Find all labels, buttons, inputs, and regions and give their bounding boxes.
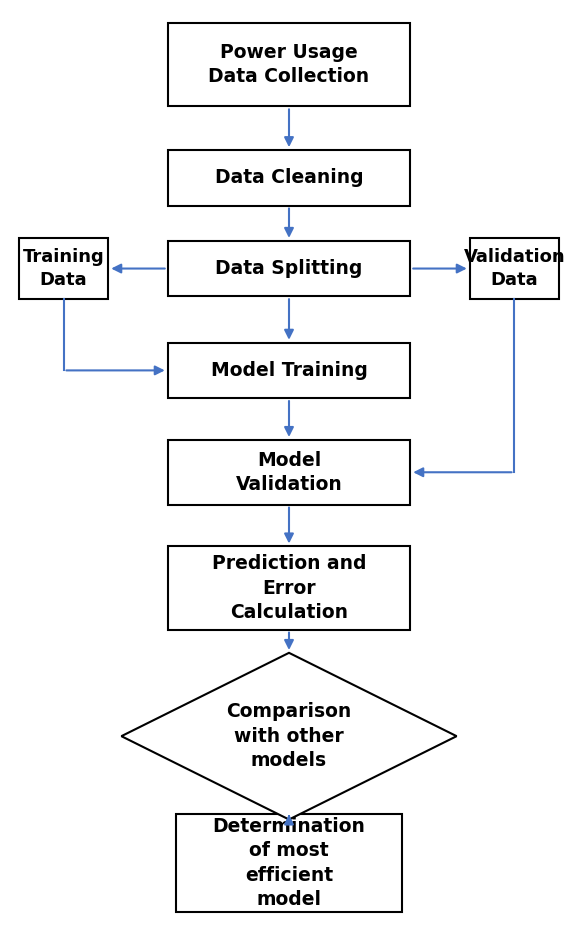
- Polygon shape: [121, 653, 457, 820]
- Text: Data Cleaning: Data Cleaning: [214, 169, 364, 187]
- Text: Determination
of most
efficient
model: Determination of most efficient model: [213, 817, 365, 909]
- Text: Power Usage
Data Collection: Power Usage Data Collection: [209, 44, 369, 86]
- FancyBboxPatch shape: [168, 241, 410, 296]
- FancyBboxPatch shape: [168, 150, 410, 206]
- Text: Model Training: Model Training: [210, 361, 368, 380]
- Text: Validation
Data: Validation Data: [464, 248, 565, 289]
- FancyBboxPatch shape: [18, 239, 109, 298]
- FancyBboxPatch shape: [168, 546, 410, 630]
- FancyBboxPatch shape: [168, 440, 410, 505]
- FancyBboxPatch shape: [469, 239, 560, 298]
- Text: Prediction and
Error
Calculation: Prediction and Error Calculation: [212, 555, 366, 621]
- FancyBboxPatch shape: [176, 815, 402, 911]
- FancyBboxPatch shape: [168, 23, 410, 106]
- FancyBboxPatch shape: [168, 343, 410, 398]
- Text: Data Splitting: Data Splitting: [216, 259, 362, 278]
- Text: Model
Validation: Model Validation: [236, 451, 342, 494]
- Text: Training
Data: Training Data: [23, 248, 105, 289]
- Text: Comparison
with other
models: Comparison with other models: [227, 703, 351, 770]
